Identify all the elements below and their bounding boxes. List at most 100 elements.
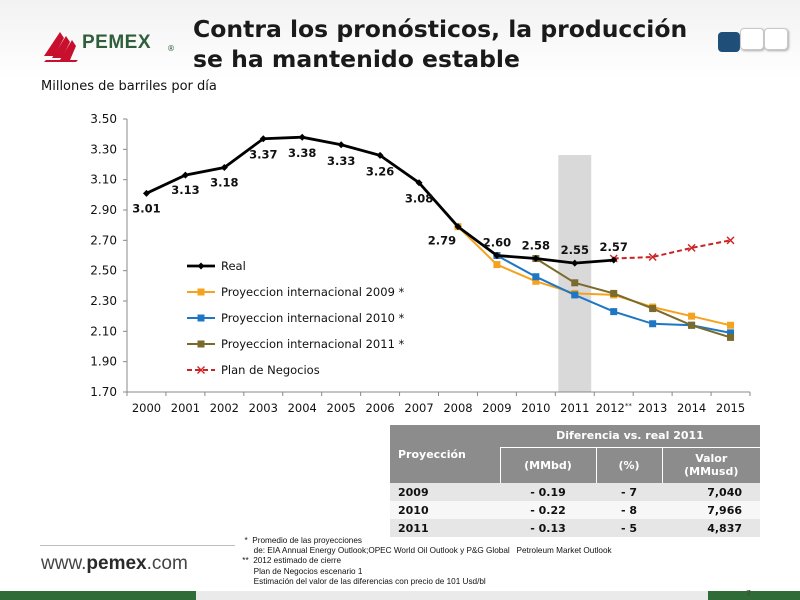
data-point <box>727 329 735 337</box>
x-tick-label: 2003 <box>249 401 278 415</box>
data-label: 3.18 <box>210 176 238 190</box>
data-point <box>259 135 267 143</box>
table-cell-year: 2011 <box>390 519 500 537</box>
table-row: 2011 - 0.13 - 5 4,837 <box>390 519 760 537</box>
footer-separator <box>40 545 235 546</box>
data-point <box>298 133 306 141</box>
data-label: 2.58 <box>522 239 550 253</box>
data-point <box>688 312 696 320</box>
data-point <box>688 321 696 329</box>
footnote-line: * Promedio de las proyecciones <box>240 536 362 545</box>
table-row: 2010 - 0.22 - 8 7,966 <box>390 501 760 519</box>
x-tick-label: 2012** <box>596 401 633 415</box>
footnote-line: Estimación del valor de las diferencias … <box>240 576 486 586</box>
data-point <box>727 333 735 341</box>
y-tick-label: 3.50 <box>90 112 117 126</box>
table-col-pct: (%) <box>595 447 662 483</box>
data-point <box>649 320 657 328</box>
data-point <box>648 253 657 262</box>
chart-legend: Real Proyeccion internacional 2009 * Proye… <box>187 259 405 377</box>
series-plan-de-negocios <box>609 236 735 263</box>
data-point <box>197 340 205 348</box>
table-cell-year: 2009 <box>390 483 500 501</box>
x-tick-label: 2010 <box>521 401 550 415</box>
data-point <box>493 252 501 259</box>
difference-table: Proyección Diferencia vs. real 2011 (MMb… <box>390 425 760 537</box>
data-point <box>197 288 205 296</box>
data-point <box>610 256 618 264</box>
series-line <box>535 257 731 339</box>
x-tick-label: 2006 <box>365 401 394 415</box>
y-tick-label: 2.70 <box>90 233 117 247</box>
url-suffix: .com <box>146 553 188 574</box>
x-tick-label: 2001 <box>171 401 200 415</box>
data-point <box>649 305 657 313</box>
data-point <box>532 273 540 281</box>
data-point <box>532 277 540 285</box>
footnote-line: ** 2012 estimado de cierre <box>240 556 342 566</box>
legend-label: Real <box>221 259 246 273</box>
data-point <box>493 261 501 269</box>
data-point <box>571 291 579 299</box>
data-point <box>197 262 205 270</box>
data-point <box>415 179 423 187</box>
legend-label: Plan de Negocios <box>221 363 320 377</box>
page-number: 7 <box>746 589 752 598</box>
data-label: 2.60 <box>483 236 511 250</box>
slide-title: Contra los pronósticos, la producción se… <box>193 15 688 73</box>
y-tick-label: 3.10 <box>90 173 117 187</box>
data-point <box>197 314 205 322</box>
nav-square-light-2 <box>764 28 788 50</box>
data-point <box>376 151 384 159</box>
y-tick-label: 1.90 <box>90 355 117 369</box>
x-tick-label: 2014 <box>677 401 706 415</box>
x-tick-label: 2009 <box>482 401 511 415</box>
y-tick-label: 3.30 <box>90 142 117 156</box>
table-col-mmbd: (MMbd) <box>499 447 596 483</box>
data-point <box>687 243 696 252</box>
logo-text: PEMEX <box>82 32 152 53</box>
table-cell-mmbd: - 0.22 <box>500 501 596 519</box>
data-label: 3.38 <box>288 146 316 160</box>
table-row: 2009 - 0.19 - 7 7,040 <box>390 483 760 501</box>
table-cell-pct: - 8 <box>596 501 662 519</box>
url-brand: pemex <box>86 553 147 574</box>
y-tick-label: 1.70 <box>90 385 117 399</box>
data-point <box>571 279 579 287</box>
data-point <box>197 366 205 374</box>
y-tick-label: 2.30 <box>90 294 117 308</box>
pemex-eagle-icon <box>44 32 78 62</box>
data-label: 3.08 <box>405 192 433 206</box>
table-cell-valor: 4,837 <box>662 519 760 537</box>
data-label: 2.57 <box>600 240 628 254</box>
production-chart: 3.50 3.30 3.10 2.90 2.70 2.50 2.30 2.10 1.90 1.70… <box>90 112 751 415</box>
data-point <box>571 259 579 267</box>
legend-label: Proyeccion internacional 2009 * <box>221 285 405 299</box>
data-point <box>142 189 150 197</box>
footer-bar-light <box>196 591 708 600</box>
footnote-line: de: EIA Annual Energy Outlook;OPEC World… <box>240 546 612 556</box>
data-label: 3.37 <box>249 148 277 162</box>
data-point <box>454 223 462 231</box>
data-label: 2.55 <box>561 243 589 257</box>
data-point <box>181 171 189 179</box>
y-tick-label: 2.10 <box>90 324 117 338</box>
footnote-line: Plan de Negocios escenario 1 <box>240 566 363 576</box>
data-point <box>726 236 735 245</box>
x-tick-label: 2002 <box>210 401 239 415</box>
legend-label: Proyeccion internacional 2010 * <box>221 311 405 325</box>
data-label: 3.01 <box>132 201 160 215</box>
data-point <box>220 164 228 172</box>
table-cell-mmbd: - 0.19 <box>500 483 596 501</box>
series-line <box>613 239 731 260</box>
url-prefix: www. <box>41 553 87 574</box>
website-link[interactable]: www.pemex.com <box>41 553 188 575</box>
x-tick-label: 2005 <box>327 401 356 415</box>
table-cell-valor: 7,966 <box>662 501 760 519</box>
table-cell-valor: 7,040 <box>662 483 760 501</box>
x-tick-label: 2008 <box>443 401 472 415</box>
data-label: 2.79 <box>428 234 456 248</box>
data-point <box>610 289 618 297</box>
table-cell-pct: - 5 <box>596 519 662 537</box>
legend-label: Proyeccion internacional 2011 * <box>221 337 405 351</box>
